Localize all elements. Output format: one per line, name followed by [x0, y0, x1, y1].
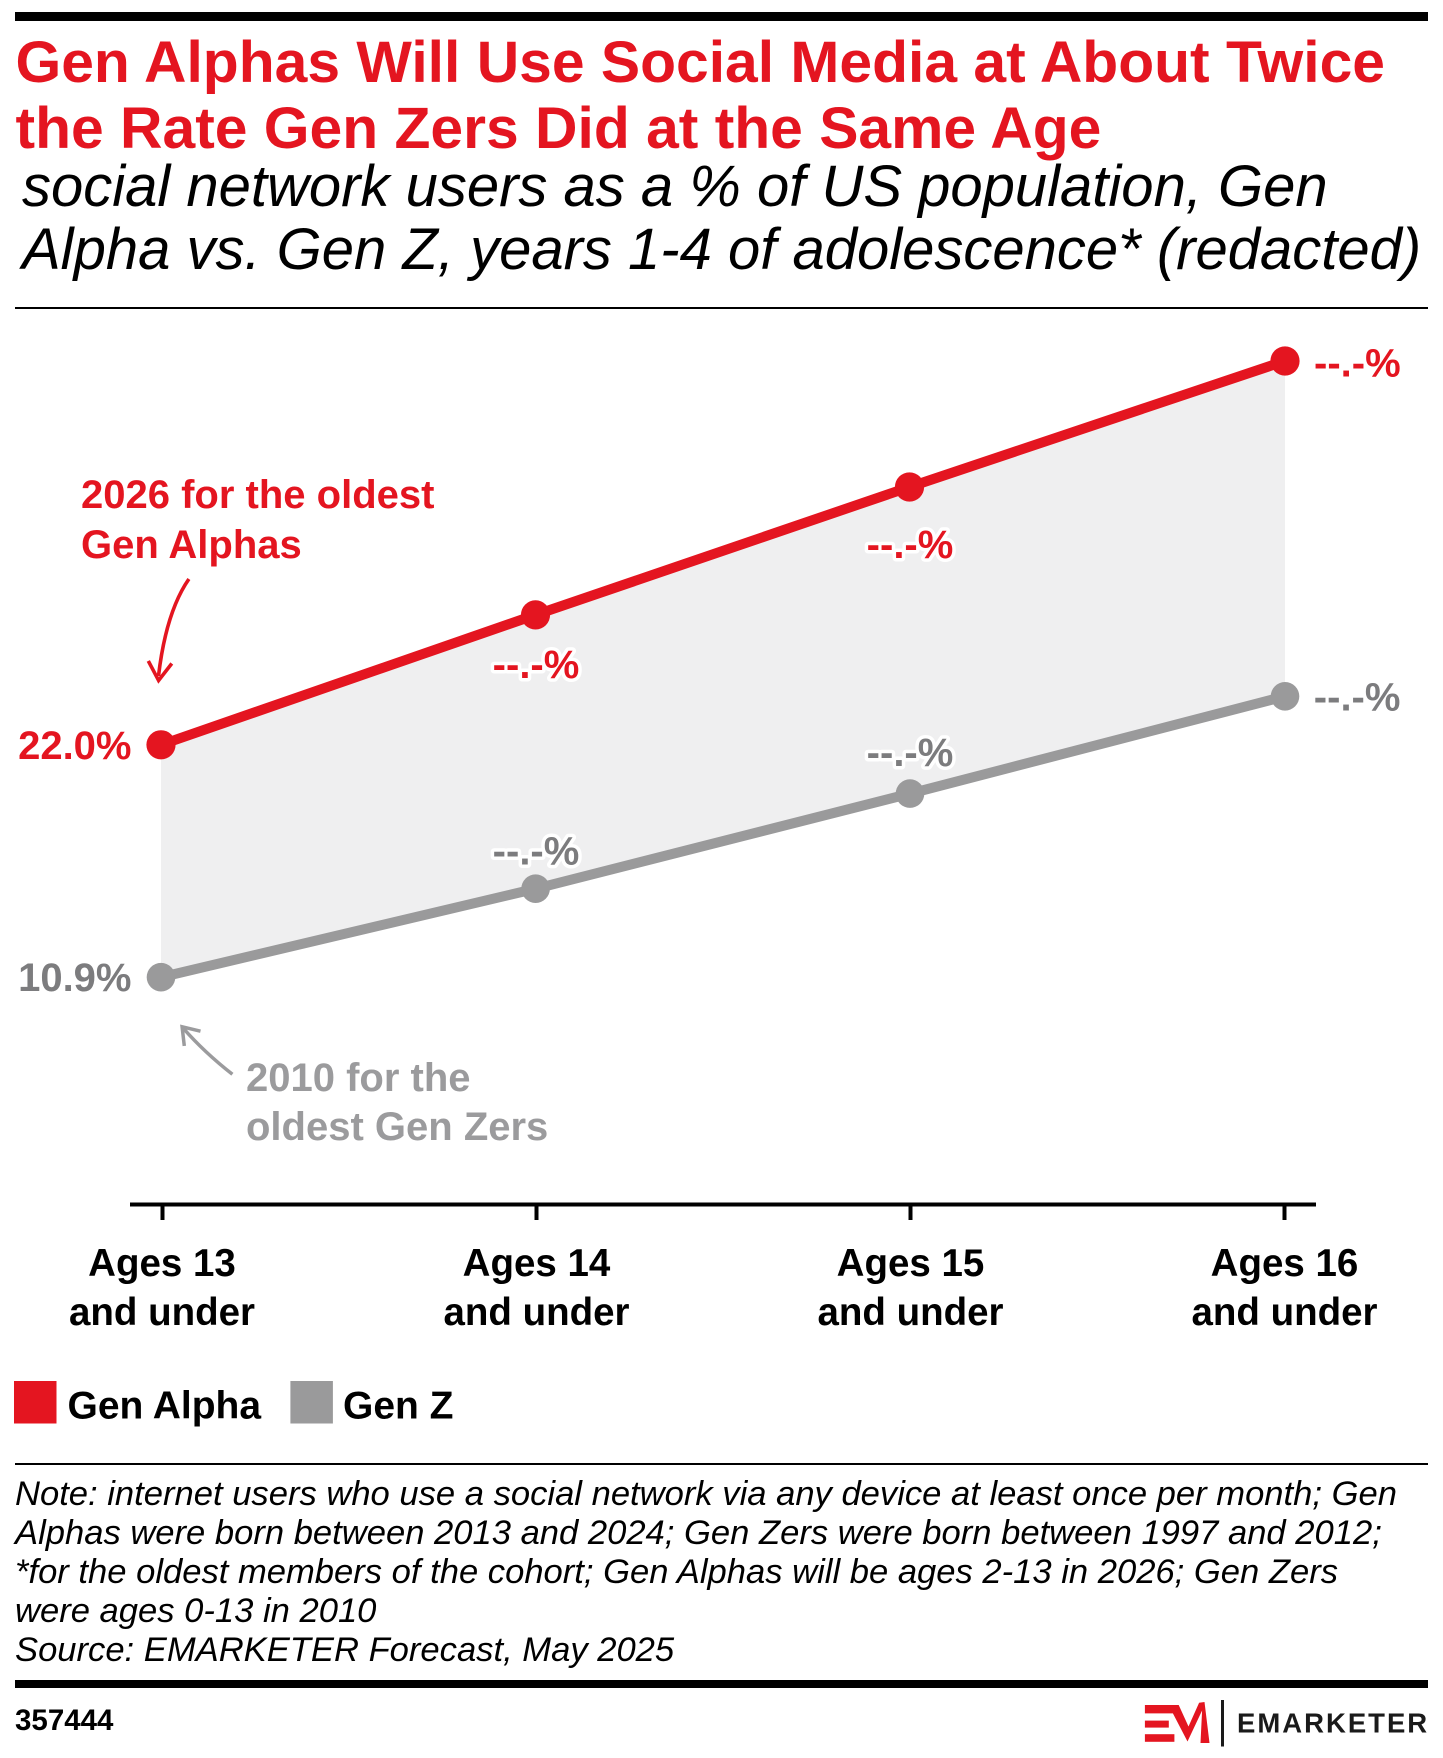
- svg-text:Ages 16: Ages 16: [1211, 1242, 1359, 1285]
- svg-text:and under: and under: [1191, 1291, 1377, 1334]
- svg-text:--.-%: --.-%: [493, 829, 580, 873]
- svg-text:oldest Gen Zers: oldest Gen Zers: [246, 1105, 548, 1149]
- svg-text:Ages 13: Ages 13: [88, 1242, 236, 1285]
- svg-text:and under: and under: [817, 1291, 1003, 1334]
- svg-text:--.-%: --.-%: [1314, 341, 1401, 385]
- svg-text:Ages 14: Ages 14: [463, 1242, 611, 1285]
- svg-text:--.-%: --.-%: [1314, 675, 1401, 719]
- svg-text:Gen Alpha: Gen Alpha: [68, 1385, 262, 1428]
- svg-text:Gen Z: Gen Z: [343, 1385, 454, 1428]
- svg-text:Gen Alphas: Gen Alphas: [81, 523, 302, 567]
- svg-text:--.-%: --.-%: [493, 643, 580, 687]
- svg-text:and under: and under: [443, 1291, 629, 1334]
- svg-text:10.9%: 10.9%: [18, 956, 131, 1000]
- svg-text:EMARKETER: EMARKETER: [1237, 1707, 1429, 1738]
- svg-text:2026 for the oldest: 2026 for the oldest: [81, 473, 434, 517]
- svg-text:--.-%: --.-%: [867, 523, 954, 567]
- svg-text:2010 for the: 2010 for the: [246, 1056, 471, 1100]
- svg-text:and under: and under: [69, 1291, 255, 1334]
- svg-text:22.0%: 22.0%: [18, 724, 131, 768]
- svg-text:--.-%: --.-%: [867, 731, 954, 775]
- svg-text:Ages 15: Ages 15: [837, 1242, 985, 1285]
